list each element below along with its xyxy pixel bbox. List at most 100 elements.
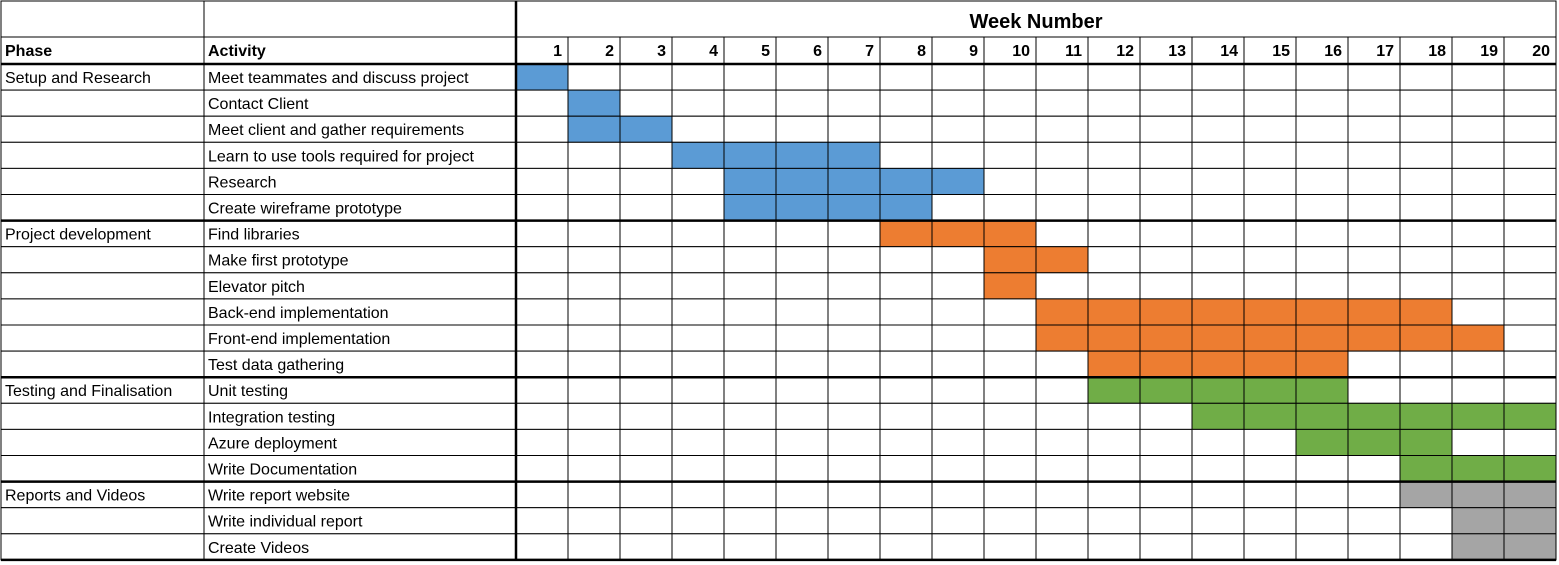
gantt-empty-cell — [775, 533, 829, 561]
gantt-empty-cell — [931, 507, 985, 535]
gantt-bar-cell — [879, 194, 933, 222]
gantt-empty-cell — [671, 194, 725, 222]
gantt-bar-cell — [775, 141, 829, 169]
week-header-cell — [1347, 36, 1401, 65]
gantt-empty-cell — [931, 455, 985, 483]
week-header-cell — [723, 36, 777, 65]
week-label: 11 — [1065, 43, 1082, 60]
gantt-bar-cell — [723, 167, 777, 195]
gantt-empty-cell — [1347, 481, 1401, 509]
gantt-empty-cell — [1087, 481, 1141, 509]
gantt-empty-cell — [983, 141, 1037, 169]
gantt-empty-cell — [723, 428, 777, 456]
week-label: 5 — [761, 43, 770, 60]
gantt-empty-cell — [1503, 324, 1557, 352]
gantt-empty-cell — [827, 350, 881, 378]
gantt-bar-cell — [1399, 298, 1453, 326]
gantt-empty-cell — [827, 63, 881, 91]
activity-cell — [203, 402, 517, 430]
phase-cell — [0, 533, 205, 561]
gantt-empty-cell — [1347, 246, 1401, 274]
gantt-empty-cell — [619, 533, 673, 561]
activity-cell — [203, 115, 517, 143]
gantt-empty-cell — [1503, 220, 1557, 248]
week-label: 13 — [1168, 43, 1186, 60]
gantt-bar-cell — [1243, 376, 1297, 404]
week-label: 12 — [1116, 43, 1134, 60]
gantt-bar-cell — [1243, 402, 1297, 430]
gantt-bar-cell — [775, 167, 829, 195]
gantt-empty-cell — [1087, 402, 1141, 430]
week-label: 3 — [657, 43, 666, 60]
gantt-bar-cell — [567, 115, 621, 143]
gantt-empty-cell — [1295, 220, 1349, 248]
gantt-empty-cell — [1243, 481, 1297, 509]
gantt-empty-cell — [567, 298, 621, 326]
gantt-empty-cell — [983, 376, 1037, 404]
phase-cell — [0, 350, 205, 378]
week-label: 7 — [865, 43, 874, 60]
gantt-empty-cell — [931, 298, 985, 326]
gantt-empty-cell — [1139, 194, 1193, 222]
gantt-empty-cell — [879, 63, 933, 91]
gantt-empty-cell — [879, 507, 933, 535]
week-label: 2 — [605, 43, 614, 60]
activity-name: Find libraries — [208, 227, 300, 244]
gantt-empty-cell — [1347, 141, 1401, 169]
gantt-empty-cell — [827, 272, 881, 300]
gantt-bar-cell — [1295, 428, 1349, 456]
week-header-cell — [1503, 36, 1557, 65]
gantt-empty-cell — [931, 141, 985, 169]
gantt-empty-cell — [931, 63, 985, 91]
gantt-empty-cell — [567, 402, 621, 430]
gantt-bar-cell — [723, 141, 777, 169]
gantt-empty-cell — [619, 167, 673, 195]
gantt-empty-cell — [1087, 533, 1141, 561]
gantt-empty-cell — [1347, 272, 1401, 300]
gantt-empty-cell — [1503, 428, 1557, 456]
gantt-empty-cell — [723, 507, 777, 535]
phase-cell — [0, 89, 205, 117]
gantt-bar-cell — [1503, 507, 1557, 535]
gantt-empty-cell — [827, 533, 881, 561]
gantt-empty-cell — [1451, 350, 1505, 378]
gantt-empty-cell — [1139, 507, 1193, 535]
gantt-empty-cell — [1139, 402, 1193, 430]
gantt-empty-cell — [515, 298, 569, 326]
week-header-cell — [1295, 36, 1349, 65]
week-header-cell — [931, 36, 985, 65]
week-label: 10 — [1012, 43, 1030, 60]
gantt-bar-cell — [1243, 298, 1297, 326]
gantt-empty-cell — [827, 507, 881, 535]
gantt-empty-cell — [931, 194, 985, 222]
week-label: 20 — [1532, 43, 1550, 60]
activity-cell — [203, 324, 517, 352]
gantt-empty-cell — [1087, 455, 1141, 483]
gantt-empty-cell — [1399, 89, 1453, 117]
header-blank-activity — [203, 0, 517, 38]
gantt-empty-cell — [1139, 246, 1193, 274]
activity-name: Back-end implementation — [208, 305, 389, 322]
activity-name: Write Documentation — [208, 462, 357, 479]
phase-cell — [0, 272, 205, 300]
gantt-empty-cell — [1035, 194, 1089, 222]
gantt-empty-cell — [723, 481, 777, 509]
activity-name: Unit testing — [208, 383, 288, 400]
phase-cell — [0, 246, 205, 274]
gantt-empty-cell — [1243, 246, 1297, 274]
gantt-empty-cell — [1399, 115, 1453, 143]
activity-cell — [203, 533, 517, 561]
gantt-empty-cell — [671, 376, 725, 404]
gantt-empty-cell — [775, 115, 829, 143]
week-header-cell — [1139, 36, 1193, 65]
gantt-empty-cell — [1295, 533, 1349, 561]
gantt-empty-cell — [567, 220, 621, 248]
week-label: 4 — [709, 43, 718, 60]
phase-cell — [0, 324, 205, 352]
gantt-empty-cell — [1139, 455, 1193, 483]
gantt-bar-cell — [1347, 402, 1401, 430]
gantt-empty-cell — [671, 507, 725, 535]
phase-cell — [0, 402, 205, 430]
gantt-empty-cell — [775, 246, 829, 274]
